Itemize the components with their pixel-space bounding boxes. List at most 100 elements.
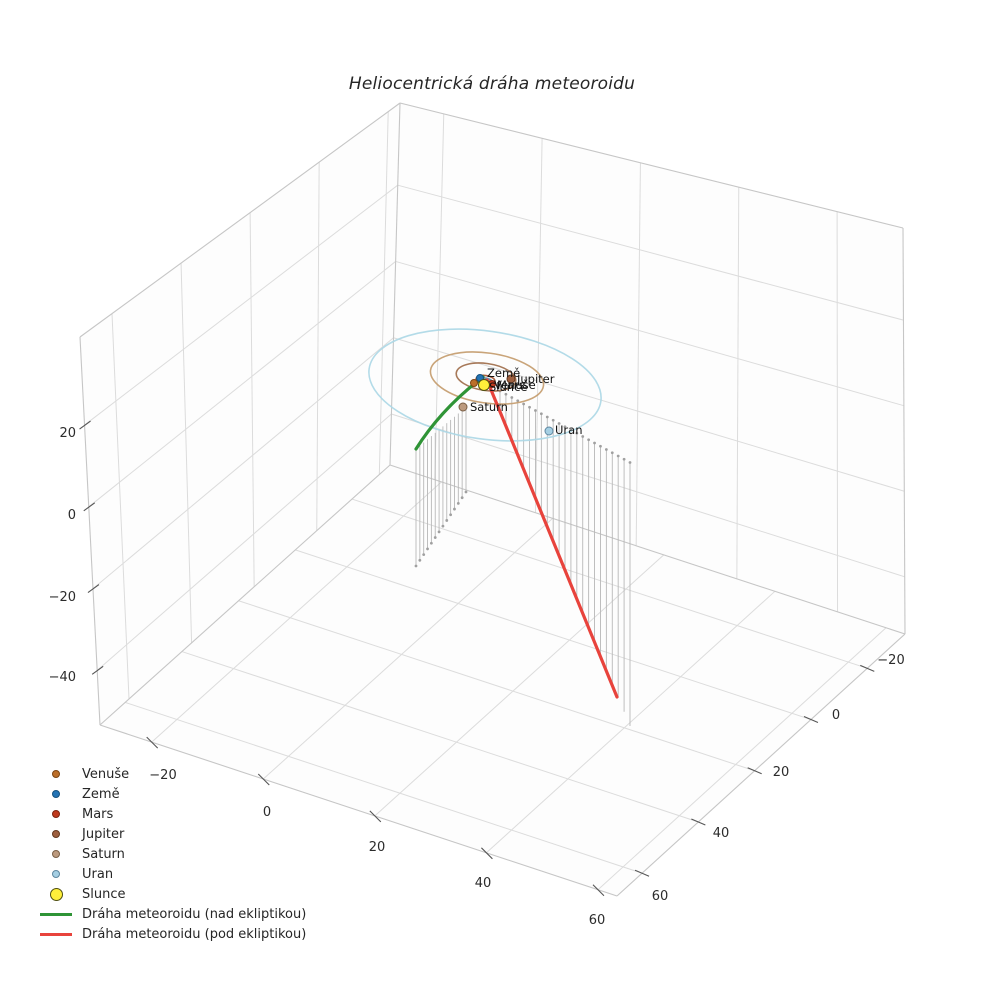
stem-dot — [593, 441, 596, 445]
stem-dot — [599, 444, 602, 448]
box-edge — [99, 464, 391, 726]
planet-label-zeme: Země — [487, 366, 520, 380]
planet-dot-uran — [544, 426, 554, 436]
tick-label-y: 60 — [652, 889, 669, 904]
tick-label-x: 0 — [263, 805, 271, 820]
stem-dot — [449, 513, 453, 517]
tick-y — [691, 818, 706, 826]
legend-item-venuse: Venuše — [38, 764, 129, 784]
planet-label-slunce: Slunce — [489, 380, 527, 394]
grid-line-z-right — [391, 413, 905, 578]
swatch — [52, 870, 60, 878]
tick-y — [747, 767, 762, 775]
tick-y — [803, 716, 819, 724]
stem-dot — [522, 402, 526, 406]
legend-dot-marker — [38, 770, 74, 778]
planet-label-venuse: Venuše — [494, 378, 536, 392]
legend-label: Uran — [82, 866, 114, 882]
planet-dot-slunce — [478, 379, 490, 391]
legend-item-slunce: Slunce — [38, 884, 126, 904]
tick-label-y: 40 — [713, 826, 730, 841]
planet-label-jupiter: Jupiter — [516, 372, 555, 386]
tick-label-y: 20 — [773, 765, 790, 780]
stem-dot — [528, 405, 531, 409]
box-edge — [79, 336, 101, 726]
grid-line-x-floor — [374, 554, 665, 817]
trajectory-draha-meteoroidu-pod-ekliptikou- — [485, 378, 619, 699]
grid-line-z-left — [96, 413, 392, 671]
stem-dot — [610, 451, 614, 455]
tick-label-x: 40 — [475, 876, 492, 891]
tick-x — [257, 773, 270, 786]
stem-dot — [429, 541, 433, 545]
stem-dot — [539, 412, 543, 416]
legend-dot-marker — [38, 870, 74, 878]
swatch — [52, 830, 60, 838]
box-edge — [389, 102, 401, 466]
tick-z — [91, 665, 104, 675]
planet-dot-jupiter — [506, 374, 516, 384]
legend-item-mars: Mars — [38, 804, 113, 824]
stem-dot — [587, 438, 591, 442]
stem-dot — [563, 425, 567, 429]
grid-line-x-wall — [111, 313, 130, 700]
tick-y — [634, 869, 650, 877]
legend-label: Země — [82, 786, 120, 802]
legend-item-saturn: Saturn — [38, 844, 125, 864]
stem-dot — [516, 399, 520, 403]
pane-floor — [100, 465, 905, 896]
legend-line-marker — [38, 912, 74, 916]
stem-dot — [460, 496, 464, 500]
grid-line-z-right — [397, 184, 904, 321]
grid-line-y-floor — [181, 651, 699, 823]
grid-line-z-left — [92, 337, 394, 589]
planet-label-saturn: Saturn — [470, 400, 508, 414]
tick-z — [79, 420, 91, 430]
pane-right — [390, 103, 905, 634]
tick-label-z: −40 — [49, 670, 76, 685]
tick-label-y: 0 — [832, 708, 840, 723]
grid-line-x-wall — [180, 263, 193, 643]
grid-line-z-right — [395, 260, 905, 407]
planet-dot-venuse — [470, 379, 478, 387]
stem-dot — [445, 519, 449, 522]
legend-dot-marker — [38, 830, 74, 838]
stem-dot — [581, 435, 585, 438]
legend-line-marker — [38, 932, 74, 936]
legend-label: Saturn — [82, 846, 125, 862]
stem-dot — [557, 422, 561, 425]
stem-dot — [504, 392, 508, 396]
tick-label-x: 20 — [369, 840, 386, 855]
legend-item-draha-meteoroidu-pod-ekliptikou-: Dráha meteoroidu (pod ekliptikou) — [38, 924, 306, 944]
swatch — [49, 887, 63, 901]
tick-label-x: 60 — [589, 913, 606, 928]
swatch — [52, 770, 60, 778]
legend-dot-marker — [38, 810, 74, 818]
grid-line-x-floor — [262, 517, 553, 780]
legend-label: Venuše — [82, 766, 130, 782]
stem-dot — [433, 536, 437, 539]
stem-dot — [534, 409, 537, 412]
stem-dot — [551, 418, 555, 422]
planet-label-uran: Uran — [555, 423, 582, 437]
tick-label-z: −20 — [49, 590, 76, 605]
stem-dot — [510, 396, 514, 399]
grid-line-y-wall — [534, 138, 543, 513]
grid-line-y-wall — [635, 162, 641, 546]
grid-line-x-wall — [378, 111, 389, 475]
box-edge — [99, 724, 618, 897]
stem-dot — [437, 530, 441, 534]
grid-line-z-left — [88, 261, 396, 508]
tick-label-z: 0 — [68, 508, 76, 523]
legend-item-draha-meteoroidu-nad-ekliptikou-: Dráha meteoroidu (nad ekliptikou) — [38, 904, 306, 924]
grid-line-x-floor — [486, 590, 776, 854]
orbit-uran — [368, 328, 602, 442]
tick-x — [481, 847, 493, 860]
stem-dot — [622, 457, 626, 461]
stem-dot — [575, 431, 579, 435]
stem-dot — [604, 448, 608, 451]
swatch — [40, 912, 72, 916]
swatch — [40, 932, 72, 936]
